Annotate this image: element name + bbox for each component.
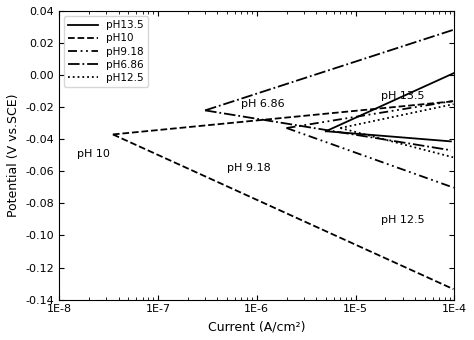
pH9.18	[322, 120, 328, 124]
pH12.5	[367, 120, 373, 124]
Line: pH13.5: pH13.5	[326, 73, 454, 131]
pH13.5	[355, 115, 361, 119]
pH10	[110, 132, 116, 136]
pH12.5	[436, 105, 442, 109]
pH10	[386, 105, 392, 109]
Text: pH 12.5: pH 12.5	[381, 215, 425, 225]
Y-axis label: Potential (V vs.SCE): Potential (V vs.SCE)	[7, 94, 20, 217]
pH9.18	[327, 119, 333, 123]
pH12.5	[451, 102, 456, 106]
pH13.5	[359, 113, 365, 117]
pH6.86	[400, 44, 406, 48]
pH9.18	[334, 118, 340, 122]
Line: pH6.86: pH6.86	[205, 30, 454, 110]
pH10	[403, 104, 409, 108]
pH9.18	[426, 103, 432, 107]
Text: pH 10: pH 10	[76, 149, 109, 159]
pH6.86	[409, 41, 415, 45]
pH9.18	[450, 99, 456, 103]
pH10	[360, 108, 366, 112]
Text: pH 13.5: pH 13.5	[381, 91, 424, 101]
pH12.5	[360, 121, 365, 125]
pH9.18	[284, 126, 290, 130]
pH9.18	[424, 103, 429, 107]
pH12.5	[449, 102, 455, 106]
pH12.5	[406, 112, 412, 116]
pH6.86	[304, 75, 310, 80]
pH6.86	[202, 108, 208, 113]
Text: pH 6.86: pH 6.86	[241, 99, 285, 109]
Line: pH12.5: pH12.5	[340, 104, 454, 128]
pH6.86	[382, 50, 387, 54]
pH13.5	[354, 115, 360, 119]
Line: pH10: pH10	[113, 101, 452, 134]
X-axis label: Current (A/cm²): Current (A/cm²)	[208, 320, 306, 333]
pH10	[449, 99, 455, 103]
Text: pH 9.18: pH 9.18	[227, 163, 271, 173]
Legend: pH13.5, pH10, pH9.18, pH6.86, pH12.5: pH13.5, pH10, pH9.18, pH6.86, pH12.5	[64, 16, 148, 87]
pH13.5	[338, 122, 344, 126]
pH6.86	[310, 73, 316, 78]
pH6.86	[451, 28, 457, 32]
pH12.5	[347, 124, 353, 128]
pH6.86	[411, 40, 417, 45]
pH10	[297, 114, 302, 118]
pH12.5	[337, 126, 343, 130]
pH10	[416, 103, 421, 107]
Line: pH9.18: pH9.18	[287, 101, 453, 128]
pH10	[322, 112, 328, 116]
pH13.5	[451, 71, 457, 75]
pH13.5	[323, 129, 329, 133]
pH13.5	[388, 100, 393, 104]
pH13.5	[398, 95, 404, 99]
pH9.18	[375, 111, 381, 115]
